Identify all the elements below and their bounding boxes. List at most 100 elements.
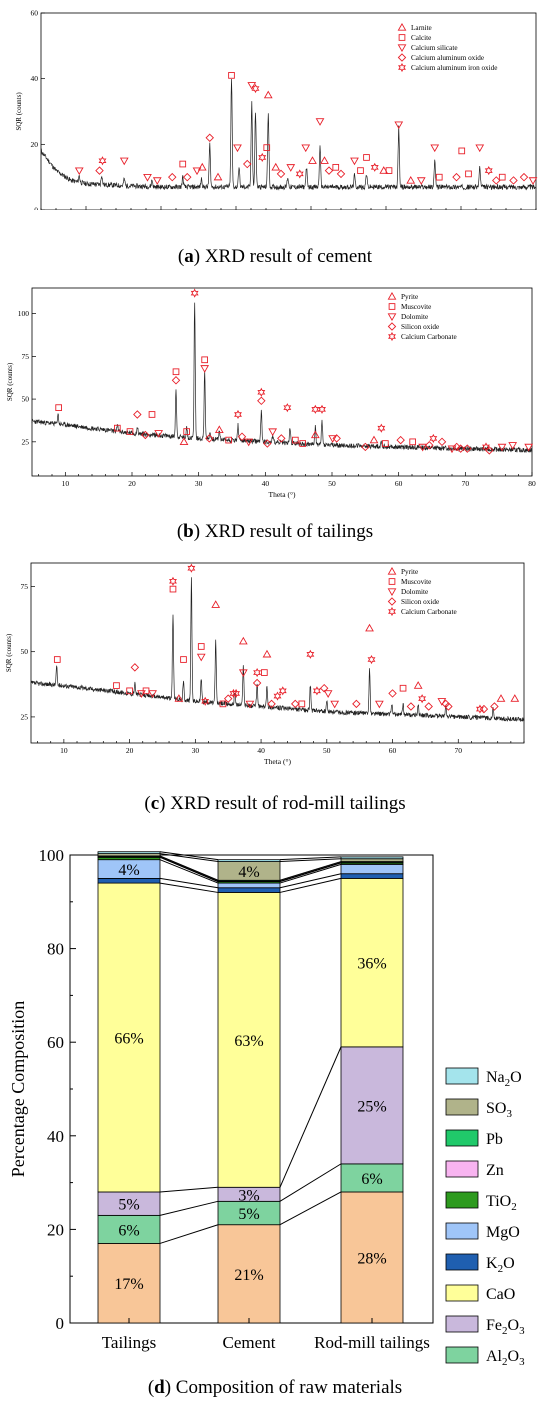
x-tick-label: 30 bbox=[195, 479, 203, 488]
peak-marker-tri-down bbox=[244, 438, 254, 447]
data-label: 5% bbox=[238, 1206, 259, 1223]
peak-marker-tri-down bbox=[154, 430, 164, 438]
peak-marker-diamond bbox=[237, 432, 247, 441]
peak-marker-square bbox=[169, 585, 177, 593]
peak-marker-diamond bbox=[332, 434, 341, 443]
peak-marker-square bbox=[53, 656, 61, 663]
peak-marker-square bbox=[498, 173, 506, 181]
peak-marker-square bbox=[172, 368, 180, 376]
y-tick-label: 75 bbox=[21, 582, 29, 591]
legend-swatch bbox=[445, 1129, 479, 1147]
xrd-trace bbox=[40, 78, 537, 191]
peak-marker-diamond bbox=[519, 172, 529, 182]
legend-swatch bbox=[445, 1191, 479, 1209]
peak-marker-tri-down bbox=[323, 690, 333, 698]
legend-marker bbox=[388, 578, 396, 585]
connector-line bbox=[279, 873, 342, 889]
peak-marker-star bbox=[476, 704, 484, 714]
y-axis-label: SQR (counts) bbox=[5, 633, 13, 672]
y-axis-label: SQR (counts) bbox=[15, 92, 23, 131]
bar-segment-sio2 bbox=[340, 1191, 404, 1324]
peak-marker-diamond bbox=[437, 437, 447, 447]
peak-marker-star bbox=[283, 403, 292, 413]
peak-marker-tri-down bbox=[200, 365, 210, 373]
x-tick-label: 80 bbox=[528, 479, 536, 488]
legend-label: Calcium Carbonate bbox=[401, 608, 457, 616]
legend-label: Larnite bbox=[411, 24, 432, 32]
peak-marker-star bbox=[484, 166, 493, 176]
legend-label: Al2O3 bbox=[486, 1348, 525, 1368]
peak-marker-diamond bbox=[252, 678, 262, 688]
peak-marker-diamond bbox=[492, 176, 501, 185]
peak-marker-square bbox=[299, 440, 306, 447]
peak-marker-diamond bbox=[168, 172, 177, 182]
connector-line bbox=[159, 1186, 219, 1193]
peak-marker-tri-down bbox=[233, 144, 242, 153]
peak-marker-tri-down bbox=[508, 442, 518, 450]
bar-segment-sio2 bbox=[217, 1224, 281, 1324]
legend-label: Zn bbox=[486, 1162, 504, 1179]
xrd-trace bbox=[30, 577, 525, 722]
peak-marker-tri-down bbox=[192, 167, 202, 176]
x-category-label: Rod-mill tailings bbox=[314, 1333, 430, 1352]
peak-marker-tri-up bbox=[238, 636, 248, 645]
caption-c: (c) XRD result of rod-mill tailings bbox=[144, 793, 406, 814]
peak-marker-diamond bbox=[444, 702, 453, 711]
peak-marker-tri-up bbox=[510, 694, 520, 702]
peak-marker-tri-down bbox=[330, 700, 340, 709]
y-tick-label: 80 bbox=[47, 940, 64, 959]
peak-marker-diamond bbox=[485, 446, 494, 455]
peak-marker-diamond bbox=[95, 166, 104, 175]
x-tick-label: 50 bbox=[323, 746, 331, 755]
legend-swatch bbox=[445, 1284, 479, 1302]
x-tick-label: 70 bbox=[455, 746, 463, 755]
peak-marker-diamond bbox=[509, 176, 518, 185]
legend-marker bbox=[397, 22, 407, 31]
legend-label: CaO bbox=[486, 1286, 515, 1303]
peak-marker-star bbox=[253, 667, 262, 678]
legend-label: Fe2O3 bbox=[486, 1317, 525, 1337]
peak-marker-diamond bbox=[396, 435, 405, 445]
peak-marker-square bbox=[228, 72, 235, 79]
x-tick-label: 10 bbox=[60, 746, 68, 755]
peak-marker-tri-up bbox=[320, 156, 329, 164]
data-label: 66% bbox=[114, 1031, 143, 1048]
peak-marker-square bbox=[219, 700, 227, 708]
connector-line bbox=[159, 855, 219, 881]
peak-marker-tri-down bbox=[447, 445, 457, 454]
legend-marker bbox=[387, 588, 397, 597]
peak-marker-star bbox=[318, 404, 326, 414]
connector-line bbox=[279, 877, 342, 893]
peak-marker-star bbox=[370, 162, 379, 172]
x-tick-label: 20 bbox=[128, 479, 136, 488]
x-tick-label: 30 bbox=[192, 746, 200, 755]
peak-marker-star bbox=[232, 688, 241, 699]
x-tick-label: 50 bbox=[328, 479, 336, 488]
legend-marker bbox=[387, 566, 397, 575]
xrd-chart-rod-mill: 10 20 30 40 50 60 70 25 50 75 Theta (°) SQR (counts… bbox=[5, 562, 525, 766]
y-tick-label: 40 bbox=[31, 74, 39, 83]
peak-marker-tri-up bbox=[211, 600, 221, 608]
legend-swatch bbox=[445, 1160, 479, 1178]
peak-marker-diamond bbox=[183, 172, 192, 182]
peak-marker-square bbox=[458, 147, 466, 155]
peak-marker-tri-up bbox=[310, 430, 320, 439]
peak-marker-square bbox=[399, 684, 407, 692]
peak-marker-square bbox=[55, 404, 62, 411]
bar-segment-cao bbox=[340, 878, 404, 1048]
legend-label: Silicon oxide bbox=[401, 598, 439, 606]
peak-marker-tri-down bbox=[475, 144, 485, 153]
y-tick-label: 20 bbox=[47, 1220, 64, 1239]
y-tick-label: 0 bbox=[34, 206, 38, 211]
connector-line bbox=[279, 1046, 342, 1188]
legend-label: Pb bbox=[486, 1131, 503, 1148]
peak-marker-tri-up bbox=[174, 694, 184, 702]
legend-label: Calcium Carbonate bbox=[401, 333, 457, 341]
peak-marker-tri-up bbox=[369, 435, 379, 444]
peak-marker-tri-down bbox=[301, 144, 311, 153]
peak-marker-square bbox=[183, 428, 190, 435]
connector-line bbox=[159, 1200, 219, 1216]
peak-marker-tri-up bbox=[413, 681, 423, 689]
peak-marker-diamond bbox=[133, 410, 142, 419]
caption-a: (a) XRD result of cement bbox=[177, 246, 373, 267]
